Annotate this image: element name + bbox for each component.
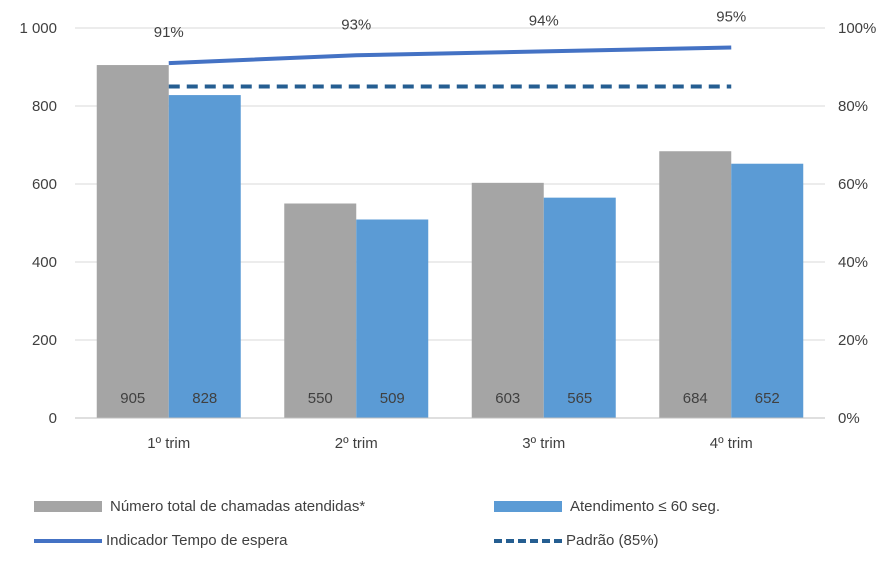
y-right-tick-label: 0% (838, 410, 860, 427)
line-value-label: 91% (154, 24, 184, 41)
legend-label-indicador: Indicador Tempo de espera (106, 532, 288, 549)
legend-label-total: Número total de chamadas atendidas* (110, 498, 366, 515)
line-value-label: 95% (716, 9, 746, 26)
bar-value-label: 603 (495, 390, 520, 407)
line-value-label: 93% (341, 16, 371, 33)
bar-value-label: 550 (308, 390, 333, 407)
y-right-tick-label: 60% (838, 176, 868, 193)
y-left-tick-label: 200 (32, 332, 57, 349)
y-axis-right: 0% 20% 40% 60% 80% 100% (838, 20, 876, 427)
legend-item-padrao: Padrão (85%) (494, 532, 659, 549)
bar-value-label: 509 (380, 390, 405, 407)
bar-labels: 905 828 550 509 603 565 684 652 (120, 390, 780, 407)
bar (731, 163, 804, 418)
bar-value-label: 565 (567, 390, 592, 407)
y-left-tick-label: 400 (32, 254, 57, 271)
x-axis: 1º trim 2º trim 3º trim 4º trim (75, 417, 825, 452)
y-left-tick-label: 600 (32, 176, 57, 193)
legend-label-atendimento: Atendimento ≤ 60 seg. (570, 498, 720, 515)
legend-swatch-atendimento (494, 501, 562, 512)
bar (659, 151, 732, 419)
bar (96, 65, 169, 419)
legend-swatch-total (34, 501, 102, 512)
x-tick-label: 2º trim (335, 435, 378, 452)
chart: 905 828 550 509 603 565 684 652 91% 93% 94% 95% 0 2… (19, 9, 876, 453)
y-right-tick-label: 100% (838, 20, 876, 37)
lines: 91% 93% 94% 95% (154, 9, 746, 89)
bar (168, 95, 241, 418)
x-tick-label: 3º trim (522, 435, 565, 452)
bar-value-label: 905 (120, 390, 145, 407)
bar (356, 219, 429, 418)
legend-label-padrao: Padrão (85%) (566, 532, 659, 549)
bar-value-label: 828 (192, 390, 217, 407)
y-left-tick-label: 0 (49, 410, 57, 427)
y-axis-left: 0 200 400 600 800 1 000 (19, 20, 57, 427)
legend-item-indicador: Indicador Tempo de espera (34, 532, 288, 549)
x-tick-label: 4º trim (710, 435, 753, 452)
indicador-line (168, 45, 732, 66)
y-left-tick-label: 1 000 (19, 20, 57, 37)
y-right-tick-label: 40% (838, 254, 868, 271)
legend-swatch-indicador (34, 538, 102, 543)
line-value-label: 94% (529, 12, 559, 29)
y-left-tick-label: 800 (32, 98, 57, 115)
bars (96, 65, 804, 419)
legend-swatch-padrao (494, 538, 562, 543)
bar (543, 197, 616, 418)
legend: Número total de chamadas atendidas* Aten… (0, 490, 886, 560)
y-right-tick-label: 80% (838, 98, 868, 115)
y-right-tick-label: 20% (838, 332, 868, 349)
x-tick-label: 1º trim (147, 435, 190, 452)
bar-value-label: 652 (755, 390, 780, 407)
legend-item-total: Número total de chamadas atendidas* (34, 498, 365, 515)
bar (284, 203, 357, 418)
bar (471, 182, 544, 418)
bar-value-label: 684 (683, 390, 708, 407)
legend-item-atendimento: Atendimento ≤ 60 seg. (494, 498, 720, 515)
